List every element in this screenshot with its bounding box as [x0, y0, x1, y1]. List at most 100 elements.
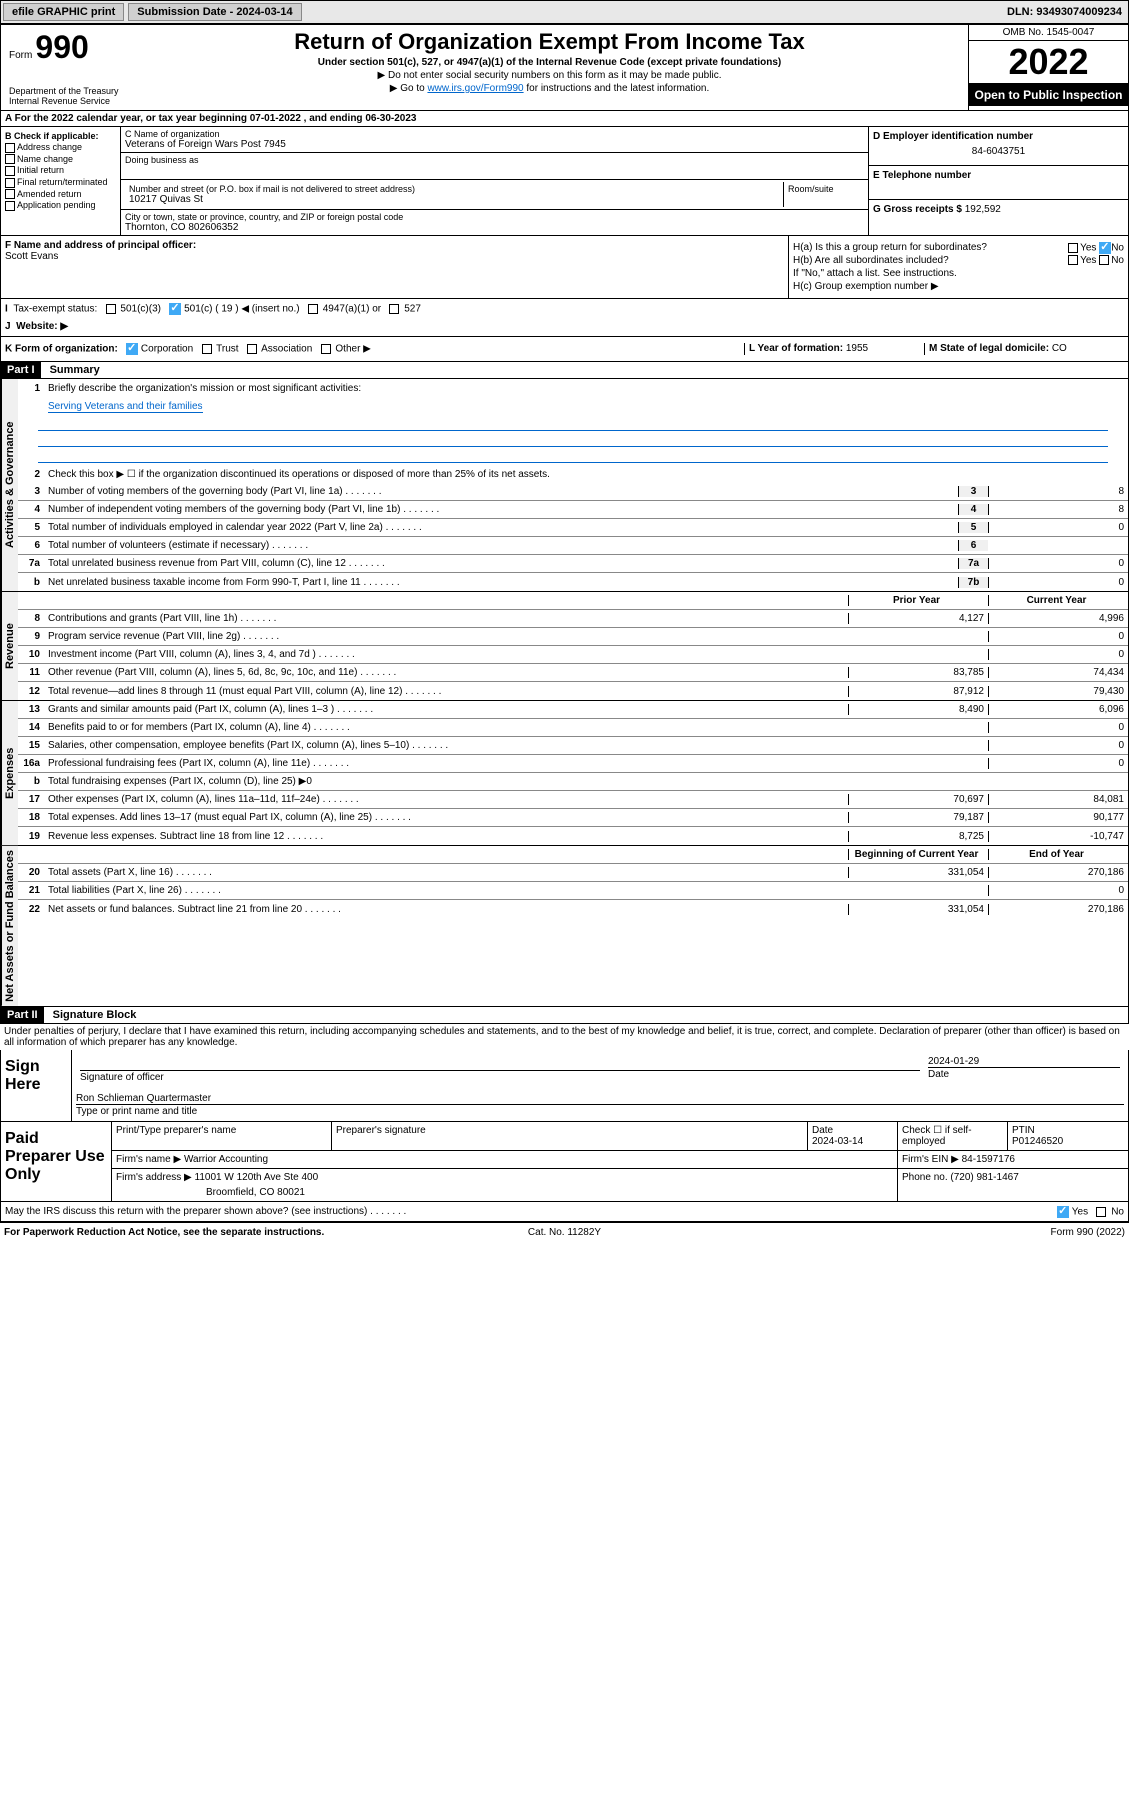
summary-line: 4Number of independent voting members of…: [18, 501, 1128, 519]
firm-addr: 11001 W 120th Ave Ste 400: [195, 1172, 319, 1183]
ha-label: H(a) Is this a group return for subordin…: [793, 242, 987, 253]
dln-label: DLN: 93493074009234: [1001, 4, 1128, 20]
chk-name-change[interactable]: Name change: [5, 154, 116, 165]
summary-line: 3Number of voting members of the governi…: [18, 483, 1128, 501]
addr-label: Number and street (or P.O. box if mail i…: [129, 184, 779, 194]
k-form-org-label: K Form of organization:: [5, 344, 118, 355]
paid-preparer-label: Paid Preparer Use Only: [1, 1122, 111, 1201]
part2-title: Signature Block: [47, 1007, 143, 1023]
chk-application-pending[interactable]: Application pending: [5, 200, 116, 211]
k-corp-checkbox[interactable]: [126, 343, 138, 355]
i-501c-checkbox[interactable]: [169, 303, 181, 315]
firm-city: Broomfield, CO 80021: [116, 1183, 893, 1198]
section-label: Expenses: [1, 701, 18, 845]
e-phone-label: E Telephone number: [873, 170, 1124, 181]
form-footer: Form 990 (2022): [751, 1227, 1125, 1238]
m-state-label: M State of legal domicile:: [929, 343, 1052, 354]
k-other-checkbox[interactable]: [321, 344, 331, 354]
firm-name-label: Firm's name ▶: [116, 1154, 184, 1165]
summary-line: 17Other expenses (Part IX, column (A), l…: [18, 791, 1128, 809]
firm-addr-label: Firm's address ▶: [116, 1172, 195, 1183]
info-goto-post: for instructions and the latest informat…: [524, 83, 710, 94]
summary-line: 22Net assets or fund balances. Subtract …: [18, 900, 1128, 918]
form-subtitle: Under section 501(c), 527, or 4947(a)(1)…: [139, 57, 960, 68]
i-4947-checkbox[interactable]: [308, 304, 318, 314]
irs-link[interactable]: www.irs.gov/Form990: [427, 83, 523, 94]
firm-ein: 84-1597176: [962, 1154, 1015, 1165]
prep-sig-label: Preparer's signature: [332, 1122, 808, 1150]
check-if-applicable-label: B Check if applicable:: [5, 131, 116, 141]
officer-name: Scott Evans: [5, 251, 784, 262]
ha-yes-checkbox[interactable]: [1068, 243, 1078, 253]
chk-amended-return[interactable]: Amended return: [5, 189, 116, 200]
ptin-label: PTIN: [1012, 1125, 1035, 1136]
city-label: City or town, state or province, country…: [125, 212, 864, 222]
d-ein-label: D Employer identification number: [873, 131, 1124, 142]
discuss-no-checkbox[interactable]: [1096, 1207, 1106, 1217]
street-address: 10217 Quivas St: [129, 194, 779, 205]
summary-line: 11Other revenue (Part VIII, column (A), …: [18, 664, 1128, 682]
summary-line: 18Total expenses. Add lines 13–17 (must …: [18, 809, 1128, 827]
hc-label: H(c) Group exemption number ▶: [793, 281, 1124, 292]
summary-line: 8Contributions and grants (Part VIII, li…: [18, 610, 1128, 628]
section-label: Net Assets or Fund Balances: [1, 846, 18, 1006]
efile-print-button[interactable]: efile GRAPHIC print: [3, 3, 124, 21]
hb-no-checkbox[interactable]: [1099, 255, 1109, 265]
sig-date: 2024-01-29: [928, 1056, 1120, 1067]
phone-label: Phone no.: [902, 1172, 950, 1183]
ein-value: 84-6043751: [873, 142, 1124, 161]
summary-line: 12Total revenue—add lines 8 through 11 (…: [18, 682, 1128, 700]
discuss-question: May the IRS discuss this return with the…: [5, 1206, 367, 1217]
hb-note: If "No," attach a list. See instructions…: [793, 268, 1124, 279]
chk-initial-return[interactable]: Initial return: [5, 165, 116, 176]
prep-name-label: Print/Type preparer's name: [112, 1122, 332, 1150]
summary-line: bNet unrelated business taxable income f…: [18, 573, 1128, 591]
summary-line: bTotal fundraising expenses (Part IX, co…: [18, 773, 1128, 791]
tax-year: 2022: [969, 41, 1128, 84]
chk-address-change[interactable]: Address change: [5, 142, 116, 153]
firm-ein-label: Firm's EIN ▶: [902, 1154, 962, 1165]
chk-final-return[interactable]: Final return/terminated: [5, 177, 116, 188]
info-ssn: ▶ Do not enter social security numbers o…: [139, 70, 960, 81]
year-formation: 1955: [846, 343, 868, 354]
paperwork-notice: For Paperwork Reduction Act Notice, see …: [4, 1227, 378, 1238]
summary-line: Serving Veterans and their families: [18, 397, 1128, 415]
summary-line: 16aProfessional fundraising fees (Part I…: [18, 755, 1128, 773]
k-trust-checkbox[interactable]: [202, 344, 212, 354]
l-year-label: L Year of formation:: [749, 343, 846, 354]
omb-number: OMB No. 1545-0047: [969, 25, 1128, 41]
firm-name: Warrior Accounting: [184, 1154, 268, 1165]
form-number: 990: [35, 29, 88, 65]
ptin-value: P01246520: [1012, 1136, 1063, 1147]
form-title: Return of Organization Exempt From Incom…: [139, 29, 960, 55]
prep-date: 2024-03-14: [812, 1136, 863, 1147]
i-527-checkbox[interactable]: [389, 304, 399, 314]
officer-name-title: Ron Schlieman Quartermaster: [76, 1093, 1124, 1104]
summary-line: 6Total number of volunteers (estimate if…: [18, 537, 1128, 555]
sig-date-label: Date: [928, 1067, 1120, 1080]
gross-receipts-value: 192,592: [965, 204, 1001, 215]
section-label: Revenue: [1, 592, 18, 700]
hb-yes-checkbox[interactable]: [1068, 255, 1078, 265]
cat-no: Cat. No. 11282Y: [378, 1227, 752, 1238]
i-501c3-checkbox[interactable]: [106, 304, 116, 314]
hb-label: H(b) Are all subordinates included?: [793, 255, 949, 266]
summary-line: 15Salaries, other compensation, employee…: [18, 737, 1128, 755]
section-label: Activities & Governance: [1, 379, 18, 591]
prep-date-label: Date: [812, 1125, 833, 1136]
part1-header: Part I: [1, 362, 41, 378]
g-receipts-label: G Gross receipts $: [873, 204, 965, 215]
discuss-yes-checkbox[interactable]: [1057, 1206, 1069, 1218]
summary-line: 9Program service revenue (Part VIII, lin…: [18, 628, 1128, 646]
summary-line: 1Briefly describe the organization's mis…: [18, 379, 1128, 397]
k-assoc-checkbox[interactable]: [247, 344, 257, 354]
form-label: Form: [9, 50, 32, 61]
i-tax-status-label: Tax-exempt status:: [13, 304, 97, 315]
f-officer-label: F Name and address of principal officer:: [5, 240, 196, 251]
city-state-zip: Thornton, CO 802606352: [125, 222, 864, 233]
ha-no-checkbox[interactable]: [1099, 242, 1111, 254]
summary-line: 19Revenue less expenses. Subtract line 1…: [18, 827, 1128, 845]
state-domicile: CO: [1052, 343, 1067, 354]
self-employed-check[interactable]: Check ☐ if self-employed: [898, 1122, 1008, 1150]
submission-date-button[interactable]: Submission Date - 2024-03-14: [128, 3, 301, 21]
